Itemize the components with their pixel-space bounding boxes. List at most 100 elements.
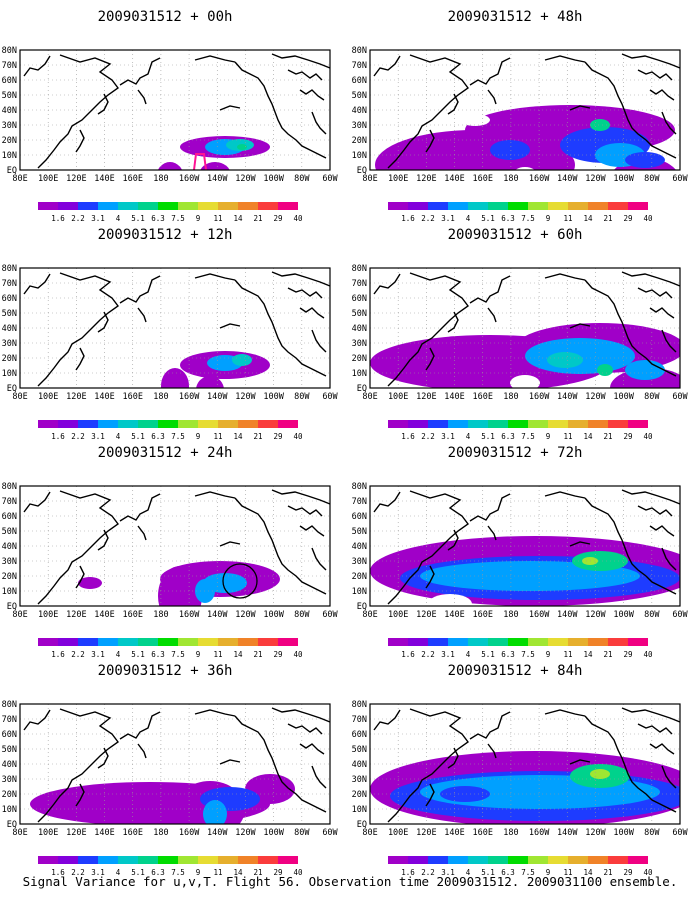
variance-gap — [392, 112, 428, 128]
panel-title: 2009031512 + 60h — [447, 227, 583, 243]
map-panel-p72: 2009031512 + 72h 80N 70N 60N 50N 40N 30N 20N 10N… — [350, 444, 689, 666]
colorbar-swatch — [198, 420, 218, 428]
coastline — [387, 272, 469, 387]
lon-label: 140E — [94, 174, 114, 184]
lon-label: 140W — [557, 610, 578, 620]
colorbar-label: 4 — [466, 650, 471, 659]
colorbar-label: 9 — [546, 650, 551, 659]
coastline — [271, 271, 330, 287]
lat-label: 60N — [352, 730, 367, 740]
colorbar-swatch — [218, 638, 238, 646]
colorbar-swatch — [448, 202, 468, 210]
lat-label: 20N — [352, 572, 367, 582]
coastline — [373, 491, 401, 513]
colorbar-swatch — [58, 638, 78, 646]
lat-label: 50N — [352, 309, 367, 319]
lat-label: 10N — [352, 151, 367, 161]
lat-label: 80N — [352, 46, 367, 56]
lon-label: 60W — [322, 392, 338, 402]
colorbar-swatch — [118, 856, 138, 864]
lon-label: 120W — [585, 828, 606, 838]
coastline — [219, 105, 241, 111]
colorbar-swatch — [58, 856, 78, 864]
lat-label: 60N — [352, 76, 367, 86]
lat-label: 70N — [2, 497, 17, 507]
lat-label: 50N — [2, 91, 17, 101]
lat-label: 40N — [352, 324, 367, 334]
coastline — [287, 505, 323, 517]
colorbar-swatch — [448, 856, 468, 864]
colorbar-label: 11 — [213, 214, 222, 223]
colorbar-swatch — [588, 856, 608, 864]
lon-label: 80W — [644, 174, 660, 184]
lat-label: 50N — [352, 745, 367, 755]
colorbar-label: 9 — [196, 650, 201, 659]
lon-label: 140W — [207, 174, 228, 184]
lat-label: 30N — [2, 121, 17, 131]
coastline — [425, 347, 435, 371]
coastline — [299, 525, 325, 537]
colorbar: 1.6 2.2 3.1 4 5.1 6.3 7.5 9 11 14 21 29 40 — [388, 638, 653, 659]
coastline — [219, 323, 241, 329]
colorbar-label: 40 — [293, 650, 303, 659]
lon-label: 80W — [294, 174, 310, 184]
colorbar-label: 21 — [603, 868, 612, 877]
colorbar-swatch — [488, 420, 508, 428]
lon-label: 80W — [294, 392, 310, 402]
lat-label: 30N — [352, 339, 367, 349]
lon-label: 140E — [94, 392, 114, 402]
colorbar-label: 29 — [273, 650, 282, 659]
panel-title: 2009031512 + 48h — [447, 9, 583, 25]
lat-label: 80N — [2, 264, 17, 274]
colorbar-label: 5.1 — [481, 432, 495, 441]
lon-label: 180 — [503, 174, 518, 184]
colorbar-swatch — [38, 420, 58, 428]
colorbar-swatch — [588, 638, 608, 646]
lat-label: 10N — [352, 805, 367, 815]
colorbar-swatch — [198, 856, 218, 864]
colorbar-label: 6.3 — [151, 214, 165, 223]
coastline — [37, 490, 119, 605]
colorbar-swatch — [238, 856, 258, 864]
colorbar-label: 21 — [603, 432, 612, 441]
lat-label: 70N — [2, 715, 17, 725]
lon-label: 100W — [613, 610, 634, 620]
variance-gap — [428, 594, 472, 606]
coastline — [234, 715, 327, 813]
colorbar-label: 40 — [293, 868, 303, 877]
colorbar-label: 6.3 — [151, 868, 165, 877]
coastline — [544, 55, 586, 63]
lon-label: 160E — [472, 392, 492, 402]
colorbar-swatch — [528, 856, 548, 864]
coastline — [97, 747, 109, 769]
colorbar-label: 6.3 — [151, 432, 165, 441]
coastline — [137, 307, 147, 323]
coastline — [311, 765, 327, 789]
lon-label: 180 — [153, 828, 168, 838]
coastline — [621, 53, 680, 69]
coastline — [311, 111, 327, 135]
lon-label: 160W — [179, 392, 200, 402]
coastline — [425, 565, 435, 589]
colorbar: 1.6 2.2 3.1 4 5.1 6.3 7.5 9 11 14 21 29 40 — [388, 856, 653, 877]
lat-label: 40N — [2, 106, 17, 116]
coastline — [584, 715, 677, 813]
lat-label: EQ — [7, 820, 17, 830]
lat-label: 50N — [2, 745, 17, 755]
lon-label: 80E — [12, 392, 27, 402]
lon-label: 120W — [585, 610, 606, 620]
coastline — [661, 765, 677, 789]
colorbar-label: 11 — [563, 214, 572, 223]
colorbar-label: 3.1 — [91, 214, 105, 223]
variance-contour — [625, 152, 665, 168]
colorbar-swatch — [138, 638, 158, 646]
colorbar-label: 29 — [623, 650, 632, 659]
coastline — [75, 783, 85, 807]
colorbar-swatch — [78, 856, 98, 864]
colorbar-label: 14 — [233, 214, 243, 223]
colorbar-label: 40 — [293, 214, 303, 223]
lat-label: 30N — [352, 121, 367, 131]
lon-label: 60W — [322, 828, 338, 838]
